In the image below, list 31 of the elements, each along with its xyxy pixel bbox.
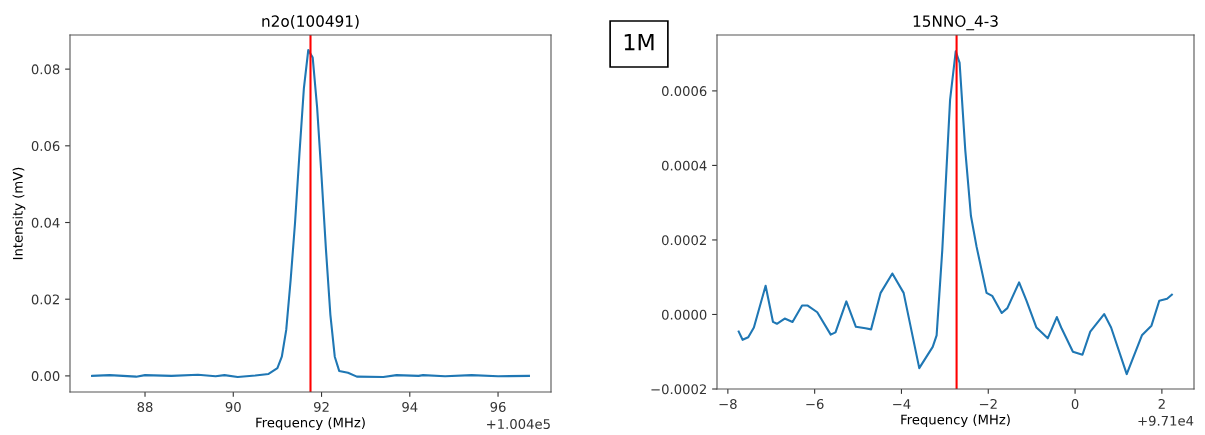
x-tick-label: −6: [806, 398, 824, 409]
x-tick-label: 90: [225, 401, 241, 412]
x-tick-label: −4: [893, 399, 911, 409]
y-tick-label: 0.0000: [661, 309, 707, 320]
y-tick-label: 0.0004: [661, 160, 707, 171]
y-tick-label: −0.0002: [651, 384, 706, 395]
x-tick-label: 94: [402, 401, 418, 412]
x-axis-title: Frequency (MHz): [256, 417, 365, 431]
text: +9.71e4: [1138, 415, 1194, 426]
y-tick-label: 0.04: [31, 217, 60, 228]
y-axis-title: Intensity (mV): [12, 167, 26, 260]
x-tick-label: 96: [490, 401, 506, 412]
y-tick-label: 0.00: [31, 371, 60, 382]
x-axis-title: Frequency (MHz): [901, 414, 1010, 428]
x-tick-label: −2: [979, 398, 997, 409]
chart-title: 15NNO_4-3: [913, 15, 998, 31]
y-tick-label: 0.0006: [661, 86, 707, 97]
x-tick-label: 2: [1158, 398, 1165, 409]
y-tick-label: 0.02: [31, 294, 59, 305]
x-tick-label: −8: [719, 398, 737, 409]
text: +1.004e5: [487, 419, 550, 429]
line-series: [737, 50, 1173, 376]
text: 1M: [624, 33, 654, 51]
chart-title: n2o(100491): [262, 15, 359, 29]
x-tick-label: 0: [1071, 398, 1079, 409]
line-series: [91, 48, 530, 379]
x-tick-label: 88: [137, 401, 153, 412]
y-tick-label: 0.08: [31, 64, 60, 75]
y-tick-label: 0.06: [31, 141, 60, 152]
y-tick-label: 0.0002: [661, 235, 706, 246]
x-tick-label: 92: [313, 401, 329, 412]
